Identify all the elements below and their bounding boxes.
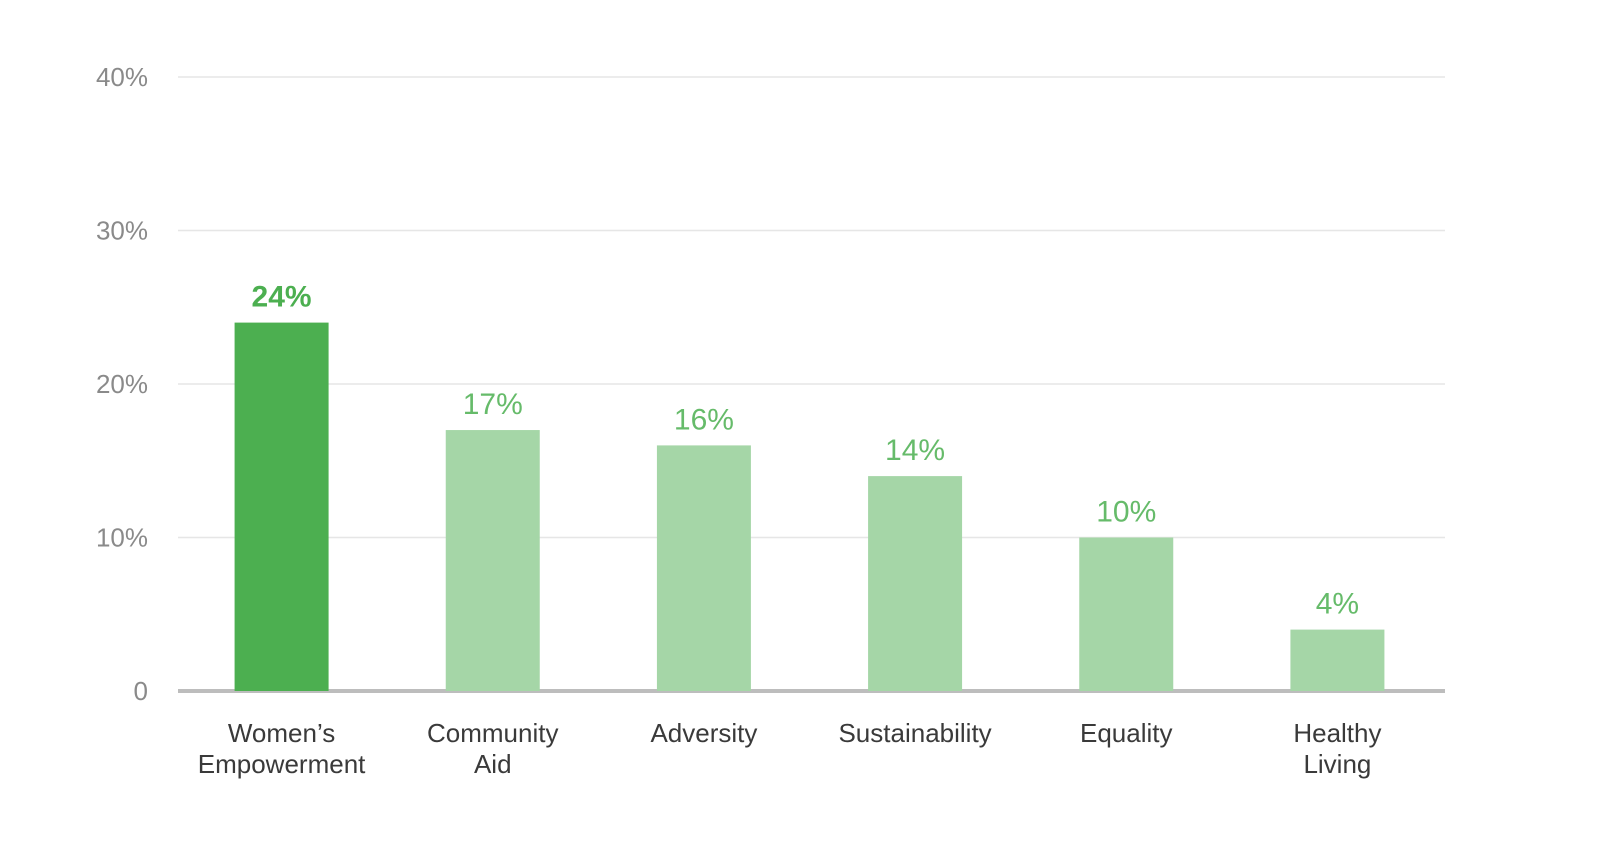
- bars: [234, 322, 1385, 691]
- x-tick-label-line: Living: [1303, 749, 1371, 779]
- data-label: 17%: [463, 388, 523, 421]
- bar: [1079, 537, 1174, 691]
- bar: [445, 430, 540, 691]
- y-tick-label: 20%: [96, 369, 148, 399]
- x-tick-label-line: Equality: [1080, 718, 1173, 748]
- data-label: 14%: [885, 434, 945, 467]
- x-tick-label-line: Women’s: [228, 718, 335, 748]
- bar: [1290, 629, 1385, 691]
- x-tick-label-line: Community: [427, 718, 558, 748]
- gridlines: [178, 76, 1445, 693]
- y-tick-label: 40%: [96, 62, 148, 92]
- data-labels: 24% 17% 16% 14% 10% 4%: [252, 281, 1360, 621]
- x-tick-label: Community Aid: [427, 718, 558, 779]
- bar: [656, 445, 751, 691]
- x-axis: Women’s Empowerment Community Aid Adversity S…: [198, 718, 1382, 779]
- x-tick-label: Equality: [1080, 718, 1173, 748]
- x-tick-label-line: Healthy: [1293, 718, 1381, 748]
- x-tick-label: Healthy Living: [1293, 718, 1381, 779]
- x-tick-label: Sustainability: [838, 718, 991, 748]
- y-tick-label: 0: [134, 676, 148, 706]
- x-tick-label-line: Adversity: [650, 718, 757, 748]
- y-tick-label: 30%: [96, 216, 148, 246]
- data-label: 24%: [252, 281, 312, 314]
- y-tick-label: 10%: [96, 523, 148, 553]
- x-tick-label: Adversity: [650, 718, 757, 748]
- data-label: 4%: [1316, 588, 1359, 621]
- y-axis: 0 10% 20% 30% 40%: [96, 62, 148, 706]
- data-label: 16%: [674, 403, 734, 436]
- x-tick-label: Women’s Empowerment: [198, 718, 366, 779]
- bar: [234, 322, 329, 691]
- x-tick-label-line: Sustainability: [838, 718, 991, 748]
- data-label: 10%: [1096, 496, 1156, 529]
- bar: [868, 476, 963, 691]
- x-tick-label-line: Aid: [474, 749, 512, 779]
- x-tick-label-line: Empowerment: [198, 749, 366, 779]
